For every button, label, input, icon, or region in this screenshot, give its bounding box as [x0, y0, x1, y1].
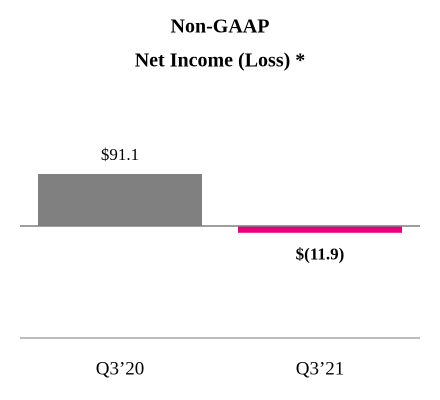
bar [238, 226, 402, 233]
x-tick-label: Q3’21 [296, 358, 345, 379]
value-label: $91.1 [101, 145, 139, 164]
chart-title: Non-GAAP [171, 16, 270, 38]
x-tick-label: Q3’20 [96, 358, 145, 379]
value-label: $(11.9) [296, 245, 345, 264]
chart-title: Net Income (Loss) * [135, 50, 306, 72]
bar [38, 174, 202, 226]
